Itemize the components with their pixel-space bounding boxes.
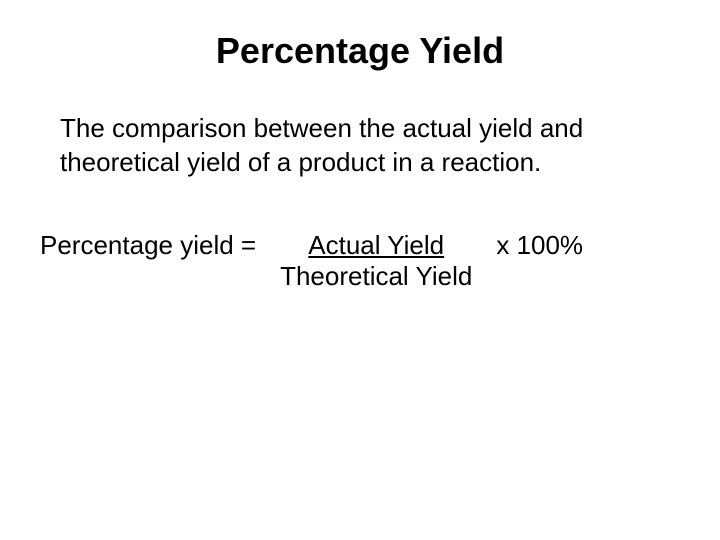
formula-container: Percentage yield = Actual Yield Theoreti… (40, 230, 680, 292)
formula-fraction: Actual Yield Theoretical Yield (276, 230, 476, 292)
slide-title: Percentage Yield (40, 30, 680, 72)
definition-text: The comparison between the actual yield … (60, 112, 660, 180)
formula-numerator: Actual Yield (298, 230, 454, 261)
formula-label: Percentage yield = (40, 230, 256, 261)
formula-multiplier: x 100% (496, 230, 583, 261)
formula-denominator: Theoretical Yield (276, 261, 476, 292)
